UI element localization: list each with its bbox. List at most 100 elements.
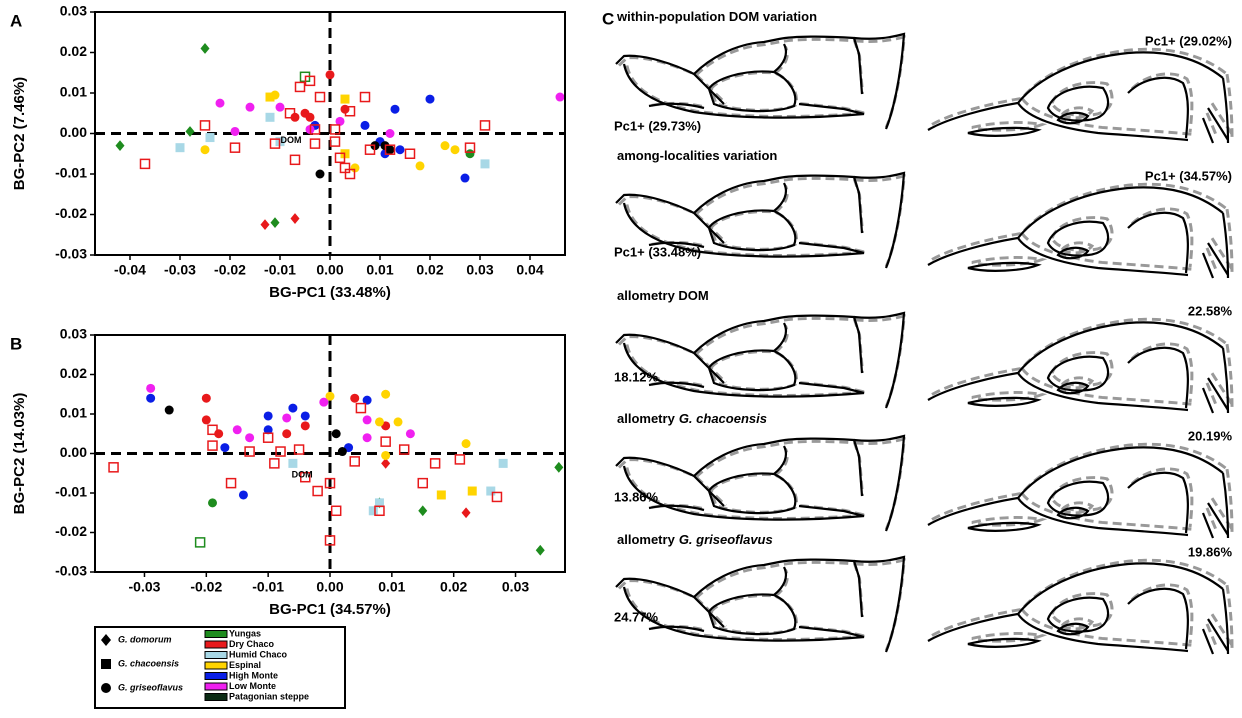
point	[385, 129, 395, 138]
point	[309, 138, 321, 149]
point	[194, 537, 206, 548]
point	[288, 458, 298, 468]
x-tick-label: 0.03	[502, 579, 529, 595]
point	[362, 395, 372, 405]
point	[115, 140, 125, 152]
point	[201, 415, 211, 425]
row-title: allometry G. chacoensis	[617, 411, 767, 426]
y-tick-label: 0.00	[60, 444, 87, 460]
legend-swatch	[204, 651, 228, 659]
point	[215, 98, 225, 108]
point	[381, 450, 391, 460]
point	[374, 498, 384, 508]
point	[454, 454, 466, 465]
x-tick-label: -0.01	[264, 262, 296, 278]
point	[270, 90, 280, 100]
point	[417, 477, 429, 489]
legend-box	[94, 626, 346, 709]
point	[405, 429, 415, 439]
panel-label: C	[602, 9, 614, 28]
point	[108, 462, 119, 473]
point	[284, 108, 296, 119]
point	[146, 393, 156, 403]
legend-marker	[101, 683, 111, 693]
point	[461, 439, 471, 449]
x-tick-label: -0.04	[114, 262, 146, 278]
legend-swatch	[204, 682, 228, 691]
point	[390, 104, 400, 114]
point	[325, 391, 335, 401]
point	[293, 444, 305, 455]
x-tick-label: 0.00	[316, 579, 343, 595]
point	[324, 477, 336, 489]
point	[139, 158, 151, 170]
point	[429, 458, 441, 469]
point	[418, 505, 428, 517]
shape-label: Pc1+ (29.73%)	[614, 118, 701, 133]
point	[270, 217, 280, 228]
point	[349, 456, 360, 467]
point	[238, 490, 248, 500]
point	[344, 105, 356, 117]
point	[339, 162, 351, 174]
legend-swatch	[204, 630, 228, 638]
point	[275, 446, 286, 457]
point	[175, 143, 185, 153]
point	[393, 417, 403, 427]
point	[309, 124, 321, 135]
point	[315, 169, 325, 179]
point	[269, 138, 281, 149]
x-tick-label: -0.03	[164, 262, 196, 278]
point	[450, 145, 460, 155]
y-tick-label: -0.02	[55, 205, 87, 221]
point	[479, 120, 491, 131]
point	[282, 413, 292, 423]
row-title-part: allometry	[617, 532, 676, 547]
point	[208, 498, 217, 508]
x-tick-label: 0.03	[466, 262, 493, 278]
point	[289, 154, 301, 166]
point	[200, 145, 210, 155]
legend-label: High Monte	[229, 670, 278, 680]
row-title: among-localities variation	[617, 148, 777, 163]
y-axis-label: BG-PC2 (7.46%)	[11, 77, 28, 190]
point	[491, 491, 503, 503]
shape-label: Pc1+ (29.02%)	[1145, 33, 1232, 48]
point	[374, 505, 385, 517]
x-tick-label: 0.02	[416, 262, 443, 278]
skull-outline	[926, 186, 1230, 280]
y-axis-label: BG-PC2 (14.03%)	[11, 393, 28, 515]
point	[230, 126, 240, 136]
point	[207, 440, 218, 451]
x-tick-label: -0.02	[214, 262, 246, 278]
point	[330, 505, 342, 517]
point	[381, 389, 391, 399]
y-tick-label: -0.02	[55, 523, 87, 539]
x-tick-label: -0.01	[252, 579, 284, 595]
x-tick-label: 0.01	[366, 262, 393, 278]
point	[335, 116, 345, 126]
row-title-part: G. griseoflavus	[679, 532, 773, 547]
row-title-part: allometry	[617, 411, 676, 426]
y-tick-label: 0.01	[60, 84, 87, 100]
point	[355, 402, 367, 414]
point	[305, 112, 315, 122]
shape-label: Pc1+ (34.57%)	[1145, 168, 1232, 183]
point	[244, 446, 255, 457]
point	[229, 142, 241, 153]
x-tick-label: 0.02	[440, 579, 467, 595]
annotation: DOM	[292, 470, 313, 480]
shape-label: Pc1+ (33.48%)	[614, 244, 701, 259]
point	[384, 144, 396, 155]
point	[225, 477, 237, 489]
y-tick-label: -0.03	[55, 246, 87, 262]
point	[220, 443, 230, 453]
legend-swatch	[204, 693, 228, 701]
shape-label: 18.12%	[614, 369, 659, 384]
point	[207, 424, 218, 436]
skull-outline	[926, 446, 1230, 540]
point	[340, 94, 350, 104]
legend-swatch	[204, 672, 228, 680]
point	[294, 81, 306, 93]
